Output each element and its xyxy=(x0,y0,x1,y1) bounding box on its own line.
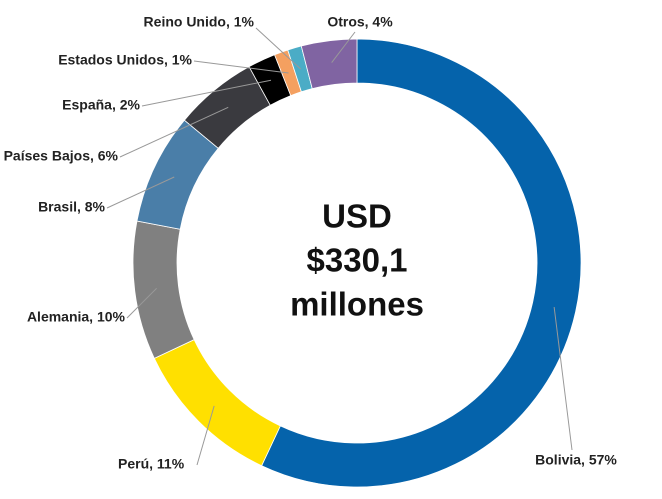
leader-line xyxy=(331,31,356,63)
center-text: USD xyxy=(322,198,392,235)
data-label: Otros, 4% xyxy=(327,14,393,30)
center-text: millones xyxy=(290,286,424,323)
slice xyxy=(153,339,281,467)
data-label: España, 2% xyxy=(62,97,140,113)
leader-line xyxy=(126,287,157,319)
leader-line xyxy=(255,27,301,70)
slice xyxy=(132,220,195,359)
center-text: $330,1 xyxy=(307,242,408,279)
data-label: Perú, 11% xyxy=(118,456,185,472)
data-label: Estados Unidos, 1% xyxy=(58,52,192,68)
data-label: Países Bajos, 6% xyxy=(4,148,119,164)
leader-line xyxy=(196,405,215,466)
slice xyxy=(300,38,358,90)
slice xyxy=(261,38,582,488)
labels: Bolivia, 57% Perú, 11% Alemania, 10% Brasil… xyxy=(4,14,618,472)
data-label: Brasil, 8% xyxy=(38,199,105,215)
leader-line xyxy=(553,307,573,451)
leaders xyxy=(106,27,573,466)
leader-line xyxy=(193,60,289,74)
data-label: Alemania, 10% xyxy=(27,309,126,325)
leader-line xyxy=(106,176,175,209)
data-label: Bolivia, 57% xyxy=(535,452,617,468)
leader-line xyxy=(119,106,229,158)
data-label: Reino Unido, 1% xyxy=(144,14,255,30)
leader-line xyxy=(141,79,272,107)
